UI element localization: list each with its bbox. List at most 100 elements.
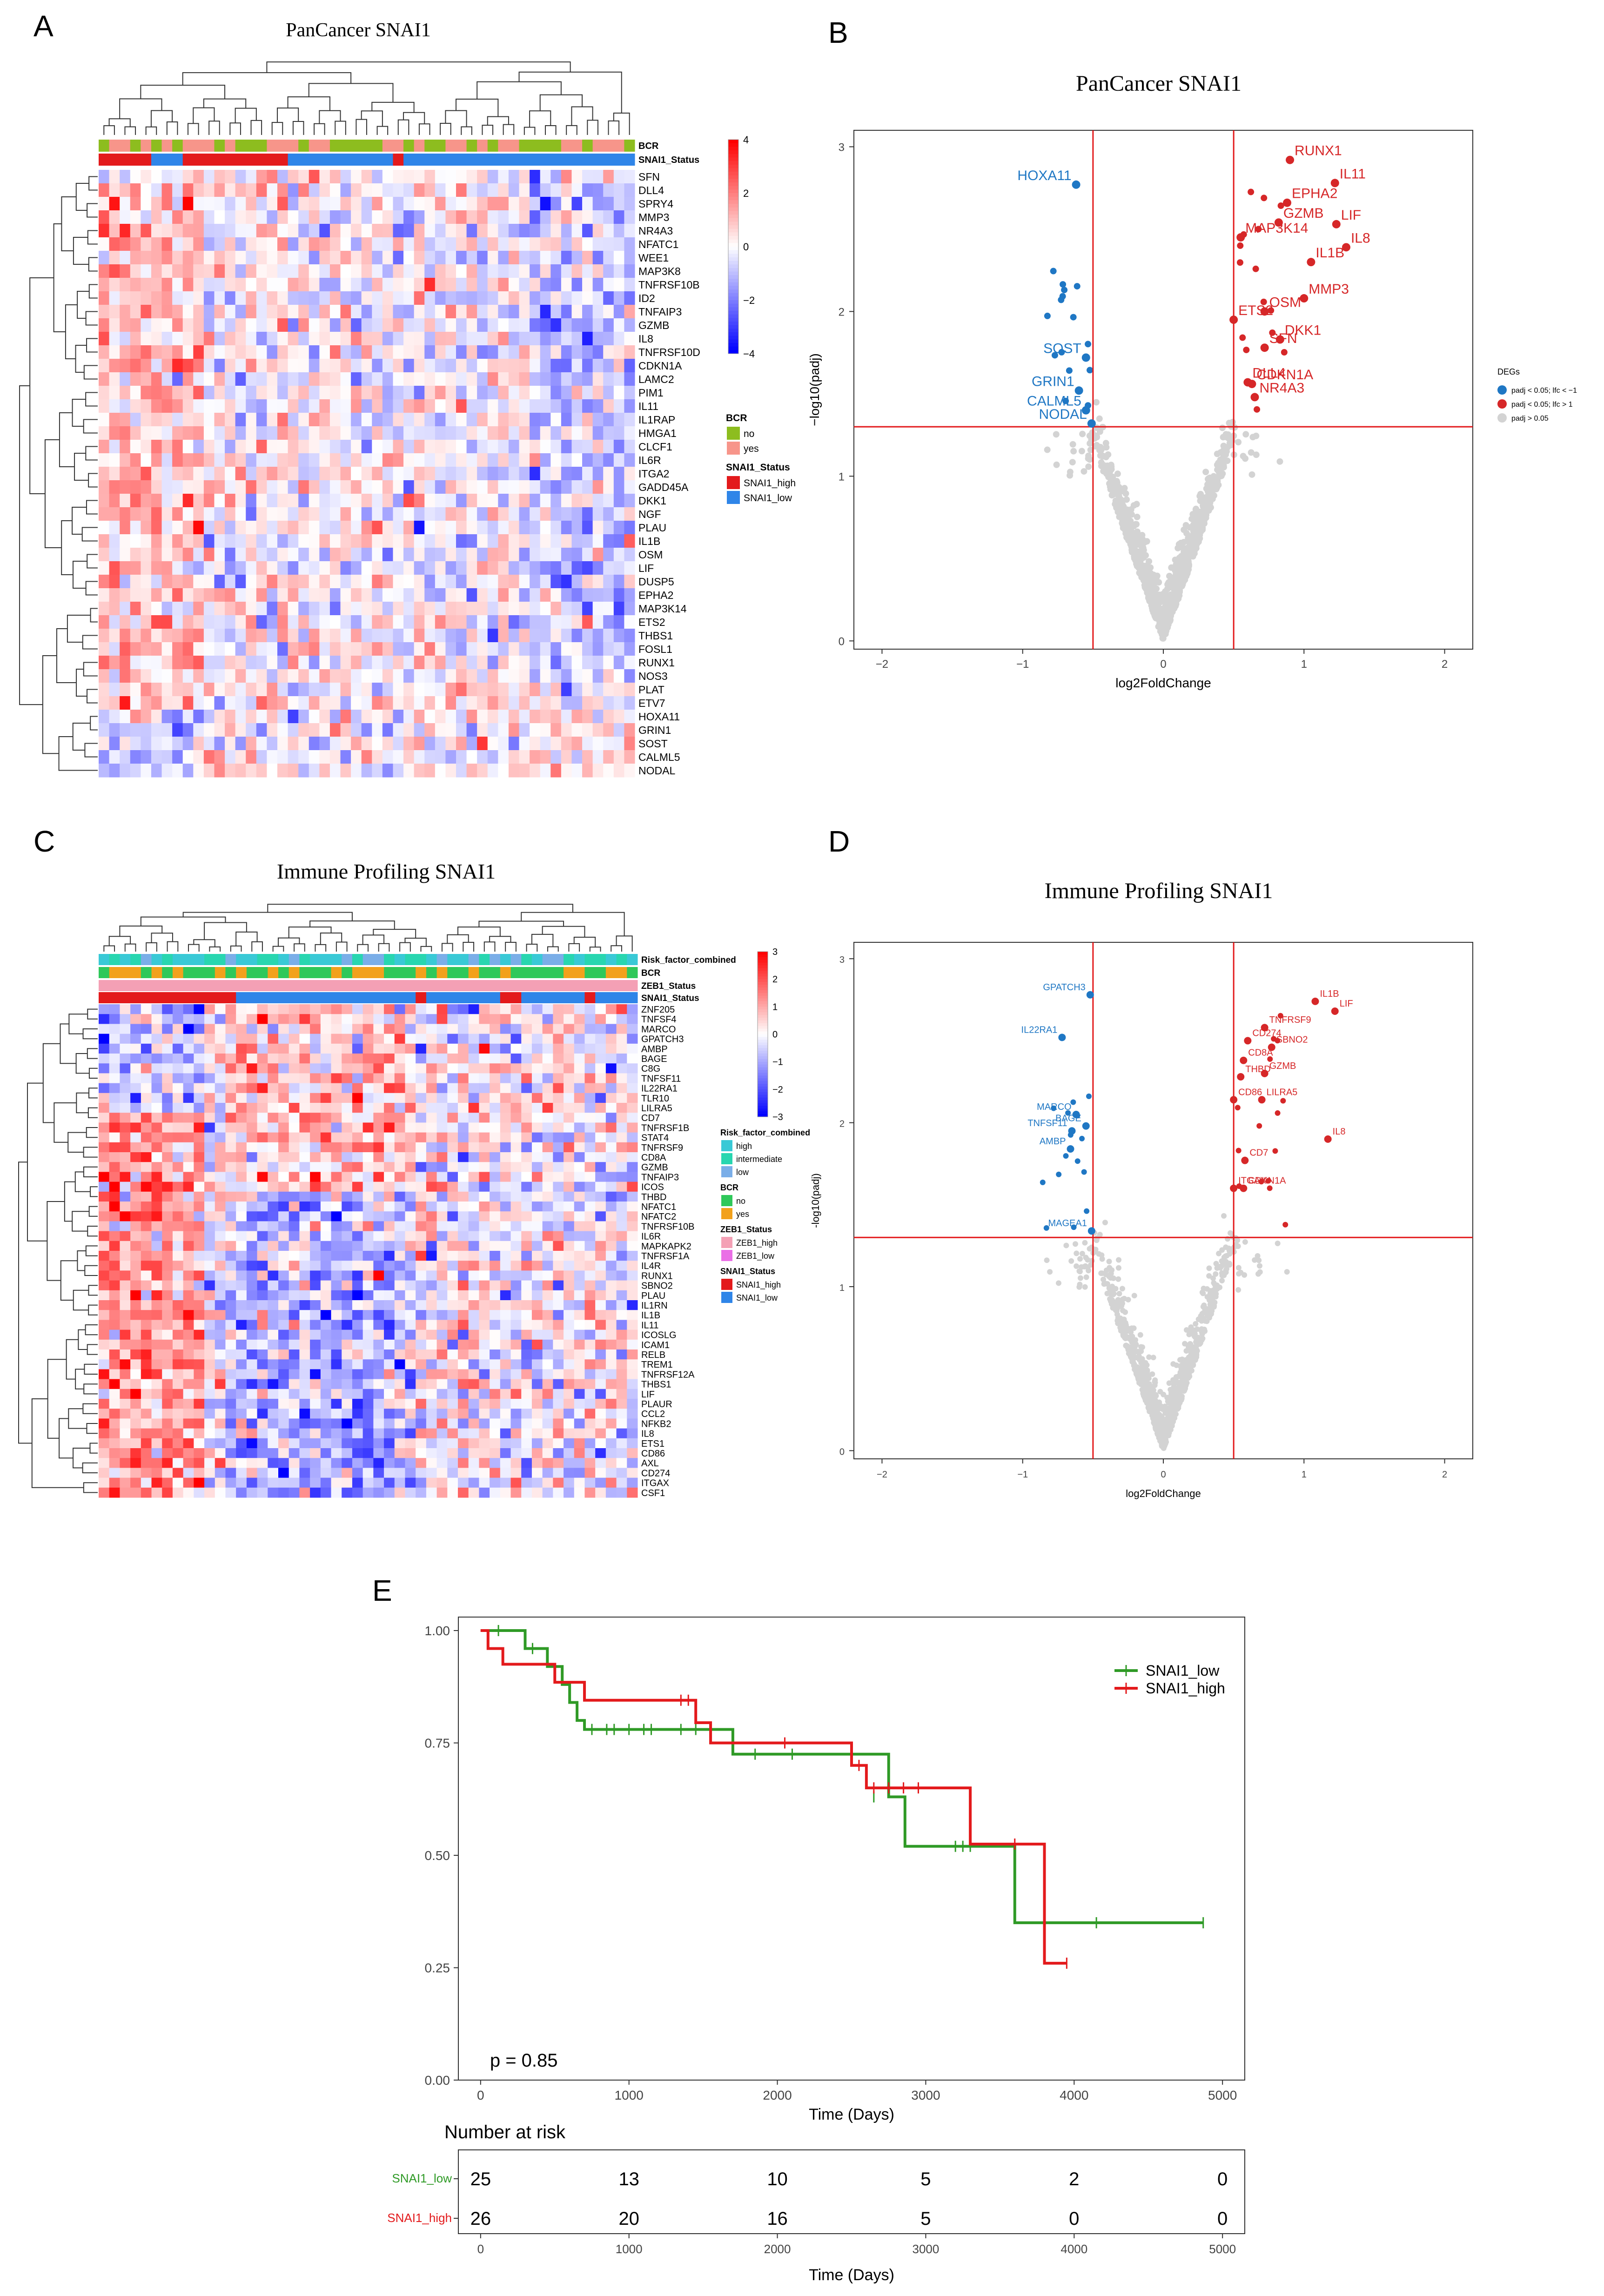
heatmap-row-label: TNFRSF10D xyxy=(638,346,700,358)
heatmap-cell xyxy=(508,710,520,724)
heatmap-cell xyxy=(120,575,131,589)
heatmap-cell xyxy=(468,1191,479,1202)
heatmap-cell xyxy=(130,1122,141,1133)
point-not-significant xyxy=(1098,446,1105,453)
heatmap-cell xyxy=(571,629,583,643)
heatmap-cell xyxy=(582,561,593,575)
heatmap-cell xyxy=(456,521,467,535)
heatmap-cell xyxy=(603,723,614,737)
heatmap-cell xyxy=(490,1093,501,1103)
dendrogram-branch xyxy=(208,121,220,135)
heatmap-cell xyxy=(414,440,425,454)
point-not-significant xyxy=(1136,548,1143,555)
heatmap-cell xyxy=(183,1142,194,1153)
dendrogram-branch xyxy=(83,365,98,380)
heatmap-cell xyxy=(498,440,509,454)
heatmap-cell xyxy=(183,1162,194,1172)
heatmap-row-label: AMBP xyxy=(641,1044,668,1054)
heatmap-cell xyxy=(447,1132,458,1143)
heatmap-cell xyxy=(456,534,467,548)
heatmap-cell xyxy=(214,750,225,764)
heatmap-cell xyxy=(225,399,236,413)
heatmap-cell xyxy=(319,494,330,508)
heatmap-cell xyxy=(479,1152,490,1162)
dendrogram-branch xyxy=(151,933,173,943)
heatmap-cell xyxy=(362,1014,374,1024)
heatmap-cell xyxy=(246,656,257,670)
heatmap-cell xyxy=(466,426,477,440)
heatmap-cell xyxy=(477,183,488,197)
heatmap-cell xyxy=(267,750,278,764)
heatmap-cell xyxy=(550,332,562,346)
point-label: RUNX1 xyxy=(1295,143,1342,159)
heatmap-cell xyxy=(235,372,246,386)
heatmap-cell xyxy=(458,1034,469,1044)
dendrogram-branch xyxy=(542,926,585,937)
heatmap-cell xyxy=(361,210,372,224)
heatmap-cell xyxy=(605,1073,617,1084)
heatmap-cell xyxy=(288,251,299,265)
heatmap-cell xyxy=(340,683,351,697)
point-up xyxy=(1236,233,1245,242)
annotation-cell xyxy=(627,980,638,991)
heatmap-cell xyxy=(99,1142,110,1153)
heatmap-cell xyxy=(277,413,289,427)
heatmap-cell xyxy=(151,359,162,373)
heatmap-cell xyxy=(172,278,183,292)
heatmap-cell xyxy=(403,372,415,386)
heatmap-cell xyxy=(424,305,436,319)
heatmap-cell xyxy=(267,683,278,697)
annotation-cell xyxy=(194,992,205,1003)
heatmap-cell xyxy=(329,318,341,332)
point-down xyxy=(1061,287,1068,294)
heatmap-cell xyxy=(236,1014,247,1024)
heatmap-cell xyxy=(193,561,204,575)
annotation-cell xyxy=(320,980,332,991)
point-down xyxy=(1051,352,1058,359)
heatmap-cell xyxy=(592,737,604,751)
snai1-annotation-cell xyxy=(288,154,299,166)
heatmap-cell xyxy=(372,237,383,251)
heatmap-cell xyxy=(309,224,320,238)
heatmap-cell xyxy=(151,494,162,508)
heatmap-cell xyxy=(298,264,309,278)
heatmap-row-label: STAT4 xyxy=(641,1133,669,1143)
x-tick-label: 0 xyxy=(1160,658,1166,671)
heatmap-cell xyxy=(257,1014,268,1024)
heatmap-cell xyxy=(130,1172,141,1182)
heatmap-cell xyxy=(99,507,110,521)
heatmap-cell xyxy=(162,1063,173,1074)
heatmap-cell xyxy=(584,1132,596,1143)
heatmap-cell xyxy=(436,1014,448,1024)
heatmap-cell xyxy=(109,548,120,562)
heatmap-cell xyxy=(393,399,404,413)
heatmap-cell xyxy=(550,737,562,751)
heatmap-cell xyxy=(405,1063,416,1074)
heatmap-row-label: SFN xyxy=(638,171,660,183)
heatmap-cell xyxy=(616,1142,627,1153)
heatmap-cell xyxy=(130,575,141,589)
heatmap-cell xyxy=(172,318,183,332)
heatmap-cell xyxy=(277,494,289,508)
heatmap-cell xyxy=(414,548,425,562)
heatmap-cell xyxy=(616,1182,627,1192)
heatmap-cell xyxy=(582,399,593,413)
heatmap-cell xyxy=(382,332,393,346)
heatmap-cell xyxy=(225,723,236,737)
heatmap-cell xyxy=(426,1024,437,1034)
heatmap-cell xyxy=(403,615,415,629)
bcr-annotation-cell xyxy=(288,140,299,152)
heatmap-cell xyxy=(445,291,456,305)
heatmap-cell xyxy=(613,386,624,400)
heatmap-cell xyxy=(257,1073,268,1084)
heatmap-cell xyxy=(624,426,635,440)
point-not-significant xyxy=(1200,502,1207,509)
heatmap-cell xyxy=(582,467,593,481)
heatmap-cell xyxy=(214,642,225,656)
heatmap-cell xyxy=(172,453,183,467)
heatmap-cell xyxy=(120,737,131,751)
dendrogram-branch xyxy=(251,941,263,952)
heatmap-cell xyxy=(592,372,604,386)
heatmap-cell xyxy=(403,413,415,427)
heatmap-cell xyxy=(235,426,246,440)
